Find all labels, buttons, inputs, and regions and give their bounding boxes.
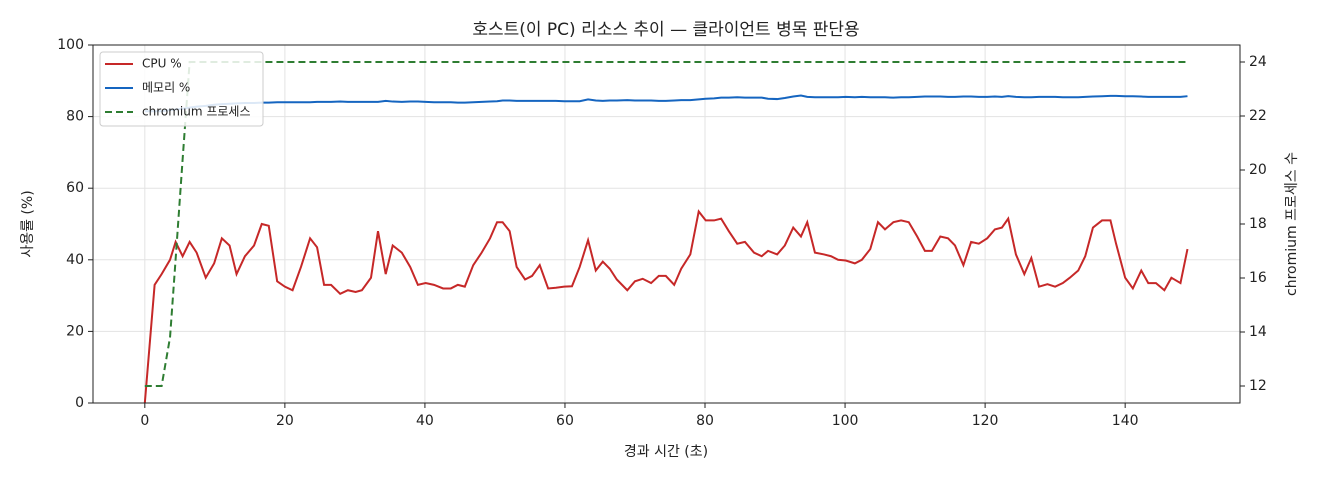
y2-tick-label: 18 (1249, 216, 1267, 232)
y2-tick-label: 14 (1249, 324, 1267, 340)
y-tick-label: 100 (57, 37, 84, 53)
x-tick-label: 60 (556, 413, 574, 429)
x-axis-label: 경과 시간 (초) (624, 444, 708, 460)
y2-tick-label: 24 (1249, 54, 1267, 70)
legend-label: 메모리 % (142, 81, 190, 95)
y2-axis-label: chromium 프로세스 수 (1284, 152, 1300, 296)
y-tick-label: 80 (66, 109, 84, 125)
y-tick-label: 0 (75, 395, 84, 411)
y-axis-label: 사용률 (%) (20, 190, 36, 257)
y-tick-label: 60 (66, 180, 84, 196)
legend-label: CPU % (142, 57, 182, 71)
series-line (144, 94, 1188, 113)
y-tick-label: 40 (66, 252, 84, 268)
y2-tick-label: 16 (1249, 270, 1267, 286)
x-tick-label: 0 (140, 413, 149, 429)
y2-tick-label: 22 (1249, 108, 1267, 124)
x-tick-label: 120 (972, 413, 999, 429)
x-tick-label: 40 (416, 413, 434, 429)
legend: CPU % 메모리 % chromium 프로세스 (99, 51, 264, 127)
plot-frame (92, 44, 1241, 404)
legend-label: chromium 프로세스 (142, 105, 251, 119)
series-line (144, 61, 1188, 387)
chart-title: 호스트(이 PC) 리소스 추이 — 클라이언트 병목 판단용 (472, 20, 859, 40)
y-tick-label: 20 (66, 323, 84, 339)
series-line (143, 209, 1189, 404)
x-tick-label: 100 (832, 413, 859, 429)
x-tick-label: 80 (696, 413, 714, 429)
y2-tick-label: 20 (1249, 162, 1267, 178)
x-tick-label: 20 (276, 413, 294, 429)
y2-tick-label: 12 (1249, 378, 1267, 394)
x-tick-label: 140 (1112, 413, 1139, 429)
legend-box (99, 51, 264, 127)
